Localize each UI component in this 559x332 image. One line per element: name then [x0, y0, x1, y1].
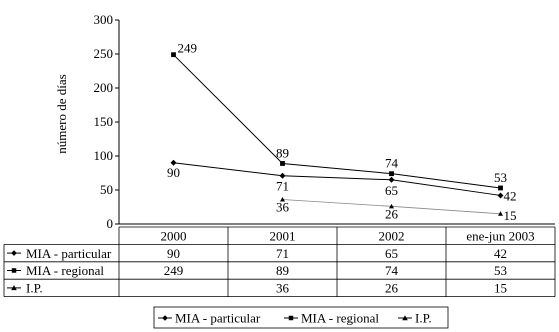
data-label: 36	[276, 200, 290, 215]
y-tick-label: 250	[94, 46, 114, 61]
legend-key-marker	[402, 315, 408, 321]
y-tick-label: 200	[94, 80, 114, 95]
category-label: 2002	[379, 228, 405, 243]
table-cell: 249	[164, 263, 184, 278]
table-cell: 36	[276, 281, 290, 296]
table-series-key-marker	[11, 268, 17, 273]
table-series-key-marker	[11, 250, 17, 256]
table-series-name: I.P.	[26, 281, 43, 296]
data-point	[279, 172, 286, 179]
y-tick-label: 0	[107, 216, 114, 231]
data-point	[388, 176, 395, 183]
table-cell: 90	[167, 246, 180, 261]
category-label: ene-jun 2003	[466, 228, 534, 243]
table-cell: 71	[276, 246, 289, 261]
legend-key-marker	[162, 315, 168, 321]
data-label: 74	[385, 156, 399, 171]
data-point	[498, 185, 503, 191]
data-label: 42	[504, 188, 517, 203]
data-point	[171, 52, 176, 58]
category-label: 2000	[161, 228, 187, 243]
data-point	[280, 161, 285, 166]
table-series-key-marker	[11, 285, 17, 291]
series-line	[173, 162, 501, 196]
data-point	[280, 197, 285, 202]
data-label: 89	[276, 145, 289, 160]
table-cell: 26	[385, 281, 399, 296]
y-tick-label: 50	[100, 182, 113, 197]
data-label: 26	[385, 206, 399, 221]
data-point	[498, 211, 503, 216]
data-label: 90	[167, 165, 180, 180]
table-cell: 74	[385, 263, 399, 278]
table-cell: 53	[494, 263, 507, 278]
data-point	[497, 192, 504, 199]
table-series-name: MIA - regional	[26, 263, 104, 278]
table-cell: 65	[385, 246, 398, 261]
data-label: 71	[276, 179, 289, 194]
data-point	[389, 171, 394, 177]
legend-box	[153, 306, 449, 329]
y-tick-label: 100	[94, 148, 114, 163]
table-cell: 42	[494, 246, 507, 261]
legend-key-marker	[288, 315, 294, 321]
data-point	[170, 159, 177, 166]
table-cell: 15	[494, 281, 507, 296]
y-tick-label: 150	[94, 114, 114, 129]
legend-entry: MIA - regional	[301, 311, 379, 326]
table-cell: 89	[276, 263, 289, 278]
data-point	[389, 203, 394, 209]
data-label: 53	[494, 170, 507, 185]
data-label: 249	[178, 41, 198, 56]
table-series-name: MIA - particular	[26, 246, 112, 261]
y-tick-label: 300	[94, 12, 114, 27]
series-line	[173, 54, 501, 189]
y-axis-label: número de días	[54, 74, 69, 153]
data-label: 15	[504, 208, 517, 223]
legend-entry: I.P.	[415, 311, 432, 326]
category-label: 2001	[270, 228, 296, 243]
legend-entry: MIA - particular	[175, 311, 261, 326]
data-label: 65	[385, 183, 398, 198]
